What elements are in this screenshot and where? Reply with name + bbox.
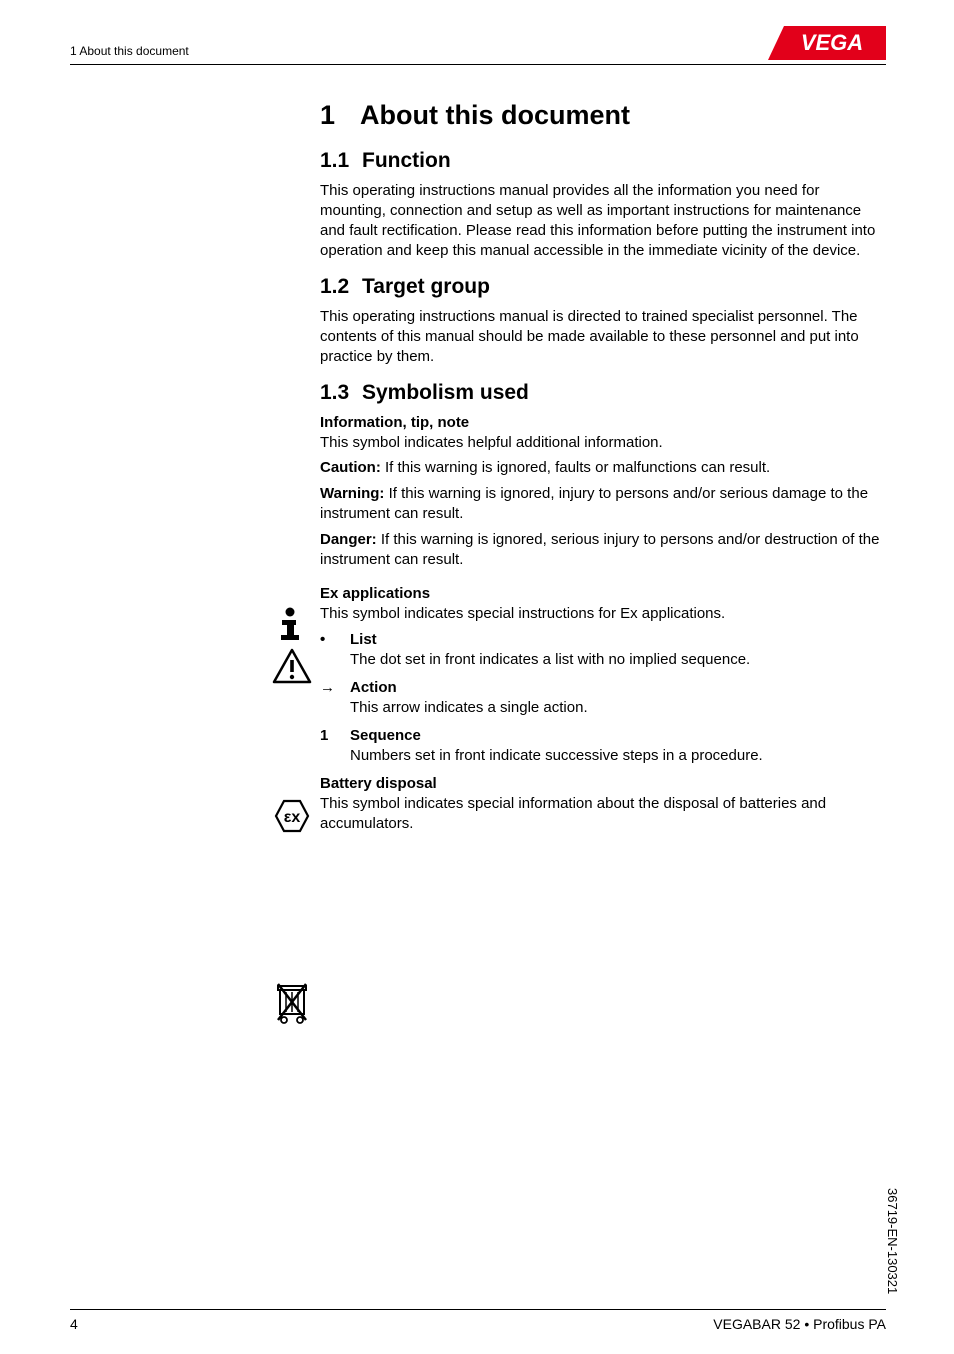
header-rule xyxy=(70,64,886,65)
battery-block: Battery disposal This symbol indicates s… xyxy=(320,774,884,834)
list-bullet-mark: • xyxy=(320,630,346,650)
action-title: Action xyxy=(350,679,397,696)
heading-1-2: 1.2Target group xyxy=(320,275,884,299)
h1-number: 1 xyxy=(320,100,360,131)
brand-logo: VEGA xyxy=(768,26,886,60)
battery-title: Battery disposal xyxy=(320,775,437,792)
sequence-body: Numbers set in front indicate successive… xyxy=(350,747,763,764)
action-body: This arrow indicates a single action. xyxy=(350,699,588,716)
caution-label: Caution: xyxy=(320,459,381,476)
ex-title: Ex applications xyxy=(320,585,430,602)
section-1-1-body: This operating instructions manual provi… xyxy=(320,181,884,261)
sequence-title: Sequence xyxy=(350,727,421,744)
info-icon xyxy=(272,606,312,642)
warning-body: If this warning is ignored, injury to pe… xyxy=(320,485,868,522)
h2-title: Symbolism used xyxy=(362,381,529,404)
document-id-vertical: 36719-EN-130321 xyxy=(885,1188,900,1294)
h2-title: Function xyxy=(362,149,451,172)
heading-1: 1About this document xyxy=(320,100,884,131)
h1-title: About this document xyxy=(360,100,630,130)
footer-product-name: VEGABAR 52 • Profibus PA xyxy=(713,1316,886,1332)
caution-body: If this warning is ignored, faults or ma… xyxy=(381,459,770,476)
heading-1-3: 1.3Symbolism used xyxy=(320,381,884,405)
info-block: Information, tip, note This symbol indic… xyxy=(320,413,884,453)
h2-number: 1.1 xyxy=(320,149,362,173)
danger-label: Danger: xyxy=(320,531,377,548)
battery-body: This symbol indicates special informatio… xyxy=(320,795,826,832)
warning-label: Warning: xyxy=(320,485,384,502)
h2-number: 1.2 xyxy=(320,275,362,299)
warning-icon xyxy=(272,648,312,684)
caution-line: Caution: If this warning is ignored, fau… xyxy=(320,458,884,478)
sequence-number-mark: 1 xyxy=(320,726,346,746)
list-body: The dot set in front indicates a list wi… xyxy=(350,651,750,668)
action-block: → Action This arrow indicates a single a… xyxy=(320,678,884,718)
ex-icon: εx xyxy=(272,798,312,834)
ex-block: Ex applications This symbol indicates sp… xyxy=(320,584,884,624)
section-1-2-body: This operating instructions manual is di… xyxy=(320,307,884,367)
heading-1-1: 1.1Function xyxy=(320,149,884,173)
footer-page-number: 4 xyxy=(70,1316,78,1332)
list-block: • List The dot set in front indicates a … xyxy=(320,630,884,670)
list-title: List xyxy=(350,631,377,648)
footer-rule xyxy=(70,1309,886,1310)
h2-number: 1.3 xyxy=(320,381,362,405)
battery-disposal-icon xyxy=(272,980,312,1024)
warning-block: Warning: If this warning is ignored, inj… xyxy=(320,484,884,524)
svg-text:εx: εx xyxy=(284,809,301,826)
info-body: This symbol indicates helpful additional… xyxy=(320,434,663,451)
sequence-block: 1 Sequence Numbers set in front indicate… xyxy=(320,726,884,766)
action-arrow-mark: → xyxy=(320,678,346,698)
h2-title: Target group xyxy=(362,275,490,298)
danger-block: Danger: If this warning is ignored, seri… xyxy=(320,530,884,570)
ex-body: This symbol indicates special instructio… xyxy=(320,605,725,622)
info-title: Information, tip, note xyxy=(320,414,469,431)
danger-body: If this warning is ignored, serious inju… xyxy=(320,531,879,568)
header-section-label: 1 About this document xyxy=(70,44,189,58)
logo-text: VEGA xyxy=(801,30,863,55)
